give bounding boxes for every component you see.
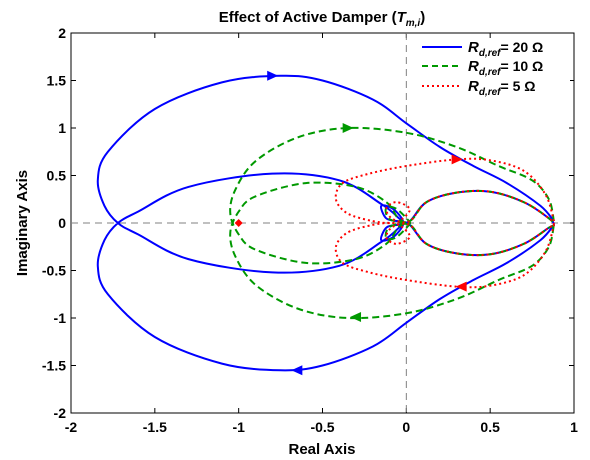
legend-entry-5: Rd,ref= 5 Ω [422,78,535,98]
x-tick-label: 0 [402,419,410,435]
legend-label-20: Rd,ref= 20 Ω [468,39,543,59]
axis-ticks: -2 -1.5 -1 -0.5 0 0.5 1 2 1.5 1 0.5 0 -0.5 -1 -1.5 -2 [42,25,578,435]
legend: Rd,ref= 20 Ω Rd,ref= 10 Ω Rd,ref= 5 Ω [422,38,570,98]
y-tick-label: 1.5 [47,73,67,89]
series-layer [96,74,555,372]
legend-entry-20: Rd,ref= 20 Ω [422,39,543,59]
critical-point-marker [234,219,243,227]
y-tick-label: 2 [58,25,66,41]
y-tick-label: 1 [58,120,66,136]
arrow-1-1 [350,312,362,323]
y-tick-label: 0 [58,215,66,231]
legend-box [452,38,570,98]
y-tick-label: -0.5 [42,263,66,279]
series-line-2 [334,157,555,289]
y-tick-label: -1 [54,310,67,326]
legend-label-10: Rd,ref= 10 Ω [468,58,543,78]
arrow-2-0 [451,154,463,165]
arrow-0-0 [267,70,279,81]
y-tick-label: -2 [54,405,67,421]
x-tick-label: -0.5 [310,419,334,435]
y-tick-label: 0.5 [47,168,67,184]
x-tick-label: 1 [570,419,578,435]
legend-label-5: Rd,ref= 5 Ω [468,78,535,98]
y-tick-label: -1.5 [42,358,66,374]
chart-title: Effect of Active Damper (Tm,i) [219,9,425,29]
direction-arrows [234,70,467,376]
x-tick-label: -2 [65,419,78,435]
x-axis-label: Real Axis [289,441,356,458]
arrow-0-1 [291,365,303,376]
reference-lines [71,33,574,413]
legend-entry-10: Rd,ref= 10 Ω [422,58,543,78]
arrow-2-1 [455,281,467,292]
y-axis-label: Imaginary Axis [14,170,31,276]
arrow-1-0 [342,123,354,133]
x-tick-label: -1 [232,419,245,435]
x-tick-label: -1.5 [143,419,167,435]
x-tick-label: 0.5 [480,419,500,435]
